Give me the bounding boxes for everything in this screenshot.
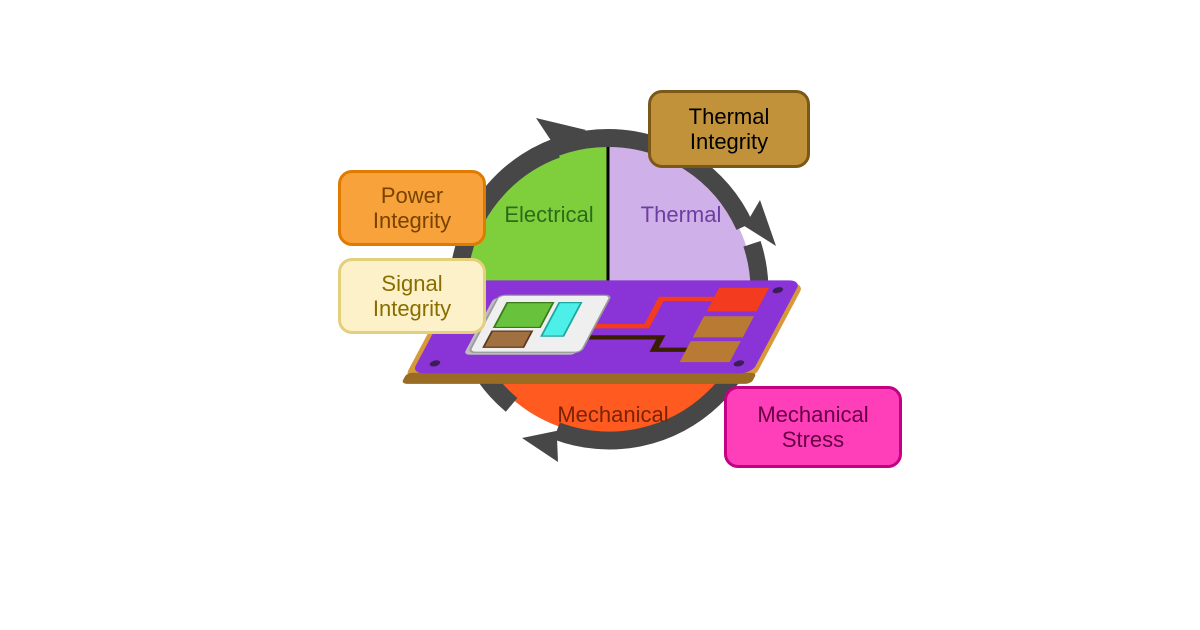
badge-mechanical-stress: MechanicalStress: [724, 386, 902, 468]
badge-line: Mechanical: [745, 402, 881, 427]
badge-line: Integrity: [669, 129, 789, 154]
badge-power-integrity: PowerIntegrity: [338, 170, 486, 246]
diagram-stage: Electrical Thermal Mechanical: [0, 0, 1200, 630]
badge-line: Integrity: [359, 208, 465, 233]
badge-signal-integrity: SignalIntegrity: [338, 258, 486, 334]
badge-line: Stress: [745, 427, 881, 452]
badge-line: Signal: [359, 271, 465, 296]
pcb-illustration: [0, 0, 1200, 630]
badge-thermal-integrity: ThermalIntegrity: [648, 90, 810, 168]
badge-line: Thermal: [669, 104, 789, 129]
badge-line: Integrity: [359, 296, 465, 321]
badge-line: Power: [359, 183, 465, 208]
